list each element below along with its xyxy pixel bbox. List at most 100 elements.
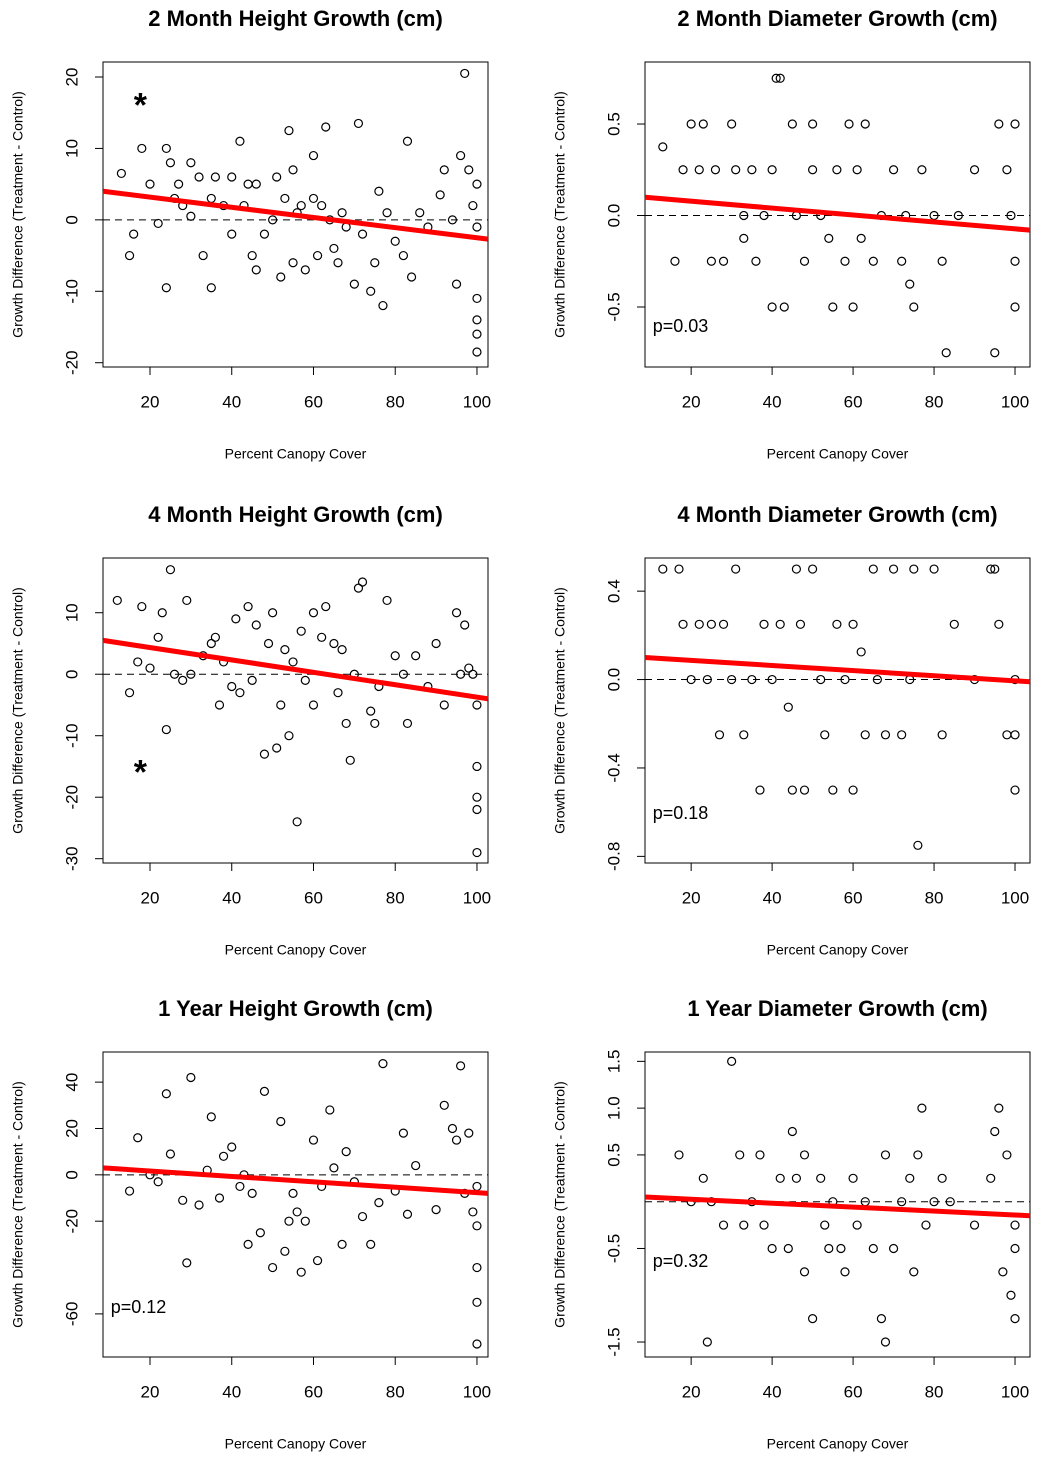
point	[913, 1150, 923, 1160]
y-axis-label: Growth Difference (Treatment - Control)	[10, 1081, 26, 1328]
point	[909, 564, 919, 574]
point	[917, 165, 927, 175]
point	[124, 1186, 135, 1196]
point	[317, 632, 327, 642]
y-axis-label: Growth Difference (Treatment - Control)	[552, 587, 568, 834]
point	[787, 785, 797, 795]
point	[472, 1181, 482, 1192]
x-tick-label: 20	[682, 1382, 701, 1401]
trend-line	[102, 637, 489, 702]
point	[868, 1243, 878, 1254]
point	[456, 669, 466, 679]
x-tick-label: 40	[222, 888, 241, 907]
point	[929, 1197, 939, 1207]
point	[739, 730, 749, 740]
point	[259, 229, 270, 239]
y-axis-label: Growth Difference (Treatment - Control)	[552, 91, 568, 338]
point	[472, 1221, 482, 1231]
point	[214, 1193, 225, 1203]
panel: 4 Month Height Growth (cm) Percent Canopy…	[10, 502, 491, 958]
point	[447, 215, 458, 225]
panel: 1 Year Diameter Growth (cm) Percent Canop…	[552, 996, 1031, 1452]
x-tick-label: 60	[304, 888, 323, 907]
x-tick-label: 100	[463, 888, 491, 907]
point	[880, 1337, 891, 1347]
y-tick-label: -20	[62, 1209, 81, 1234]
panel-title: 4 Month Diameter Growth (cm)	[677, 502, 997, 527]
point	[472, 1339, 482, 1349]
point	[994, 619, 1004, 629]
point	[300, 265, 310, 275]
panel: 2 Month Diameter Growth (cm) Percent Cano…	[552, 6, 1031, 462]
point	[1002, 165, 1012, 175]
point	[288, 657, 298, 667]
point	[686, 119, 696, 129]
point	[337, 645, 347, 655]
point	[353, 118, 364, 129]
x-tick-label: 80	[925, 392, 944, 411]
point	[411, 1160, 421, 1171]
point	[259, 1086, 270, 1096]
point	[808, 165, 818, 175]
point	[398, 1128, 408, 1138]
y-tick-label: 0	[62, 669, 81, 678]
point	[161, 143, 171, 154]
point	[775, 619, 785, 629]
point	[775, 73, 785, 83]
point	[767, 674, 777, 685]
annotation: *	[134, 87, 148, 125]
point	[272, 743, 282, 753]
point	[406, 272, 417, 282]
point	[710, 165, 721, 175]
trend-line	[644, 654, 1031, 685]
point	[897, 256, 907, 266]
point	[783, 1243, 793, 1254]
point	[759, 1220, 769, 1230]
point	[341, 718, 351, 729]
plot-frame	[644, 61, 1031, 368]
y-tick-label: 0.5	[604, 112, 623, 136]
point	[913, 840, 923, 850]
point	[755, 785, 765, 795]
x-tick-label: 20	[141, 1382, 160, 1401]
point	[472, 804, 482, 815]
point	[206, 638, 216, 649]
point	[402, 136, 413, 146]
y-tick-label: -0.5	[604, 1234, 623, 1263]
y-tick-label: -0.5	[604, 292, 623, 321]
point	[840, 1267, 850, 1277]
trend-line	[102, 188, 489, 242]
point	[357, 229, 368, 239]
point	[727, 119, 737, 129]
y-tick-label: -60	[62, 1302, 81, 1327]
point	[366, 1239, 376, 1249]
point	[472, 315, 482, 325]
point	[714, 730, 725, 740]
point	[456, 1061, 466, 1071]
point	[292, 817, 302, 827]
point	[182, 1258, 192, 1268]
point	[998, 1267, 1008, 1277]
point	[263, 638, 274, 649]
point	[799, 1267, 810, 1277]
point	[308, 150, 319, 161]
point	[296, 200, 306, 211]
point	[876, 1314, 887, 1324]
x-tick-label: 60	[844, 392, 863, 411]
point	[1010, 119, 1020, 129]
point	[276, 1116, 286, 1127]
y-tick-label: 20	[62, 1119, 81, 1138]
point	[137, 143, 147, 154]
y-tick-label: 0.4	[604, 579, 623, 603]
point	[836, 1243, 846, 1254]
point	[353, 583, 364, 593]
point	[1010, 1314, 1020, 1324]
point	[280, 193, 290, 204]
point	[296, 626, 306, 636]
point	[860, 119, 870, 129]
point	[472, 700, 482, 710]
point	[186, 1072, 196, 1083]
x-tick-label: 80	[386, 888, 405, 907]
point	[848, 785, 858, 795]
